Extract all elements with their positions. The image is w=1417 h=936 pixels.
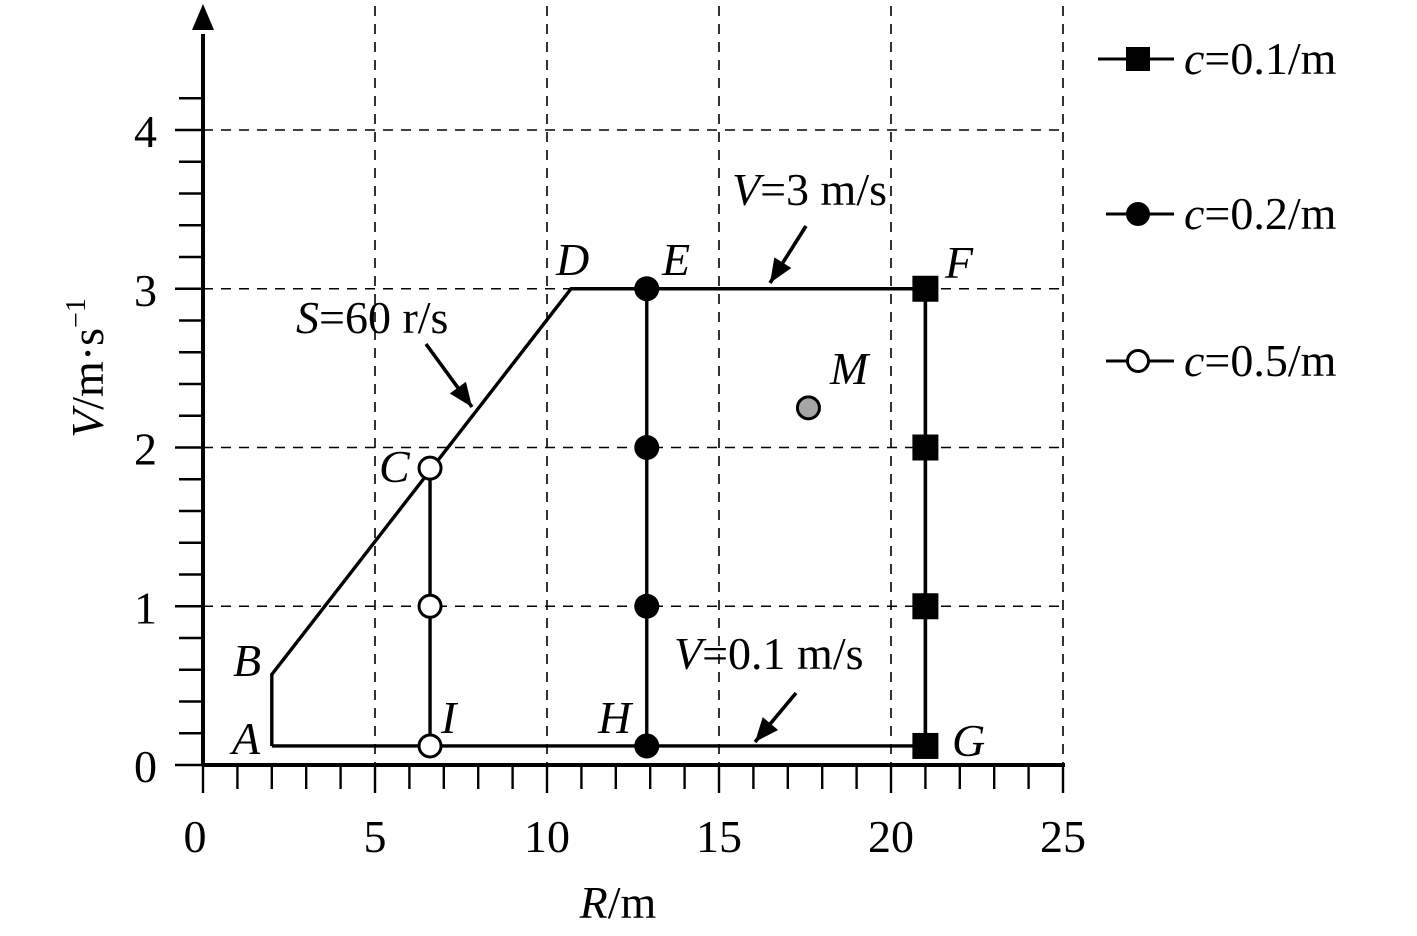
arrow-V3-head [770,257,792,283]
axes [175,4,1065,793]
x-axis-label: R/m [579,877,657,928]
point-label-A: A [229,713,261,764]
point-label-M: M [829,343,871,394]
annotation-2: V=0.1 m/s [674,628,864,679]
legend-marker-filled-circle [1126,202,1150,226]
y-axis-arrowhead [192,4,214,30]
arrow-V01-head [755,717,779,742]
legend-label: c=0.2/m [1184,188,1337,239]
boundary-polyline [270,287,928,748]
marker-filled-circle [634,435,660,460]
x-tick-label: 20 [868,811,914,862]
marker-open-circle [417,455,443,481]
marker-square [912,434,939,461]
annotation-1: V=3 m/s [732,164,887,215]
marker-open-circle [417,593,443,619]
chart-text: 0 5 10 15 20 25 0 1 2 3 4 R/m V/m·s−1 AB D F G E H C I M S=60 … [61,106,1086,928]
point-label-C: C [379,441,411,492]
point-label-D: D [555,234,589,285]
grid-lines [203,6,1065,765]
marker-point-M [795,395,821,421]
y-tick-label: 3 [134,265,157,316]
marker-filled-circle [634,593,660,619]
y-tick-label: 1 [134,582,157,633]
marker-square [912,732,939,759]
x-tick-label: 15 [696,811,742,862]
y-tick-label: 0 [134,741,157,792]
point-label-B: B [233,635,261,686]
annotation-arrows [424,225,808,744]
point-label-G: G [952,715,985,766]
point-label-I: I [440,692,459,743]
marker-square [912,593,939,620]
point-label-E: E [661,234,690,285]
x-tick-label: 10 [524,811,570,862]
data-markers [417,275,939,759]
marker-filled-circle [634,276,660,302]
legend-marker-open-circle [1126,349,1150,373]
arrow-S-head [449,381,472,407]
marker-square [912,275,939,302]
legend-label: c=0.1/m [1184,33,1337,84]
marker-filled-circle [634,733,660,759]
boundary-lines [270,287,928,748]
legend: c=0.1/m c=0.2/m c=0.5/m [1098,33,1337,386]
annotation-0: S=60 r/s [296,292,448,343]
point-label-F: F [944,237,974,288]
legend-marker-square [1126,47,1150,71]
y-tick-label: 2 [134,424,157,475]
y-axis-label: V/m·s−1 [61,298,113,438]
point-label-H: H [597,692,634,743]
marker-open-circle [417,733,443,759]
x-tick-label: 0 [184,811,207,862]
x-tick-label: 25 [1040,811,1086,862]
y-tick-label: 4 [134,106,157,157]
x-tick-label: 5 [364,811,387,862]
legend-label: c=0.5/m [1184,335,1337,386]
